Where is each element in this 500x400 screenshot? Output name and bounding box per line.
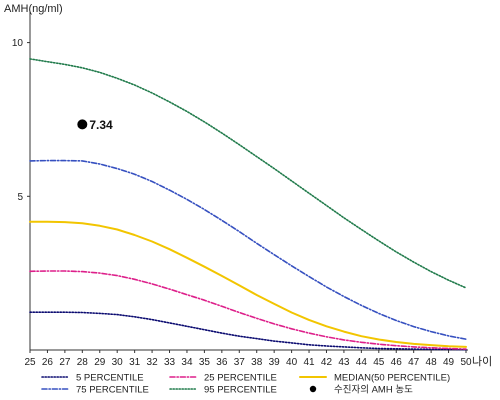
series-line-3 — [29, 159, 467, 341]
series-line-1 — [29, 270, 467, 350]
legend-label-0: 5 PERCENTILE — [76, 373, 144, 384]
series-layer — [29, 58, 467, 351]
x-tick-label: 48 — [426, 357, 438, 368]
series-line-2 — [29, 220, 467, 348]
x-tick-label: 30 — [112, 357, 124, 368]
x-tick-label: 41 — [303, 357, 315, 368]
x-tick-label: 26 — [42, 357, 54, 368]
x-tick-label: 38 — [251, 357, 263, 368]
legend: 5 PERCENTILE 25 PERCENTILE MEDIAN(50 PERCE… — [41, 373, 450, 396]
x-tick-label: 34 — [181, 357, 193, 368]
x-tick-label: 27 — [59, 357, 71, 368]
x-tick-label: 33 — [164, 357, 176, 368]
x-tick-label: 39 — [269, 357, 281, 368]
x-tick-label: 49 — [443, 357, 455, 368]
series-line-4 — [29, 58, 467, 289]
x-axis-title: 나이 — [472, 355, 492, 368]
y-tick-label: 10 — [12, 38, 24, 49]
legend-label-3: 75 PERCENTILE — [76, 385, 149, 396]
legend-point-swatch — [309, 385, 317, 393]
legend-label-1: 25 PERCENTILE — [204, 373, 277, 384]
x-tick-label: 29 — [94, 357, 106, 368]
x-tick-label: 36 — [216, 357, 228, 368]
axes: AMH(ng/ml) 5 10 25 26 27 28 29 30 31 32 33 34 35 36 37 3… — [4, 3, 492, 368]
x-tick-label: 42 — [321, 357, 333, 368]
points-layer: 7.34 — [77, 118, 113, 132]
legend-label-4: 95 PERCENTILE — [204, 385, 277, 396]
series-line-0 — [29, 311, 467, 351]
x-tick-label: 28 — [77, 357, 89, 368]
x-tick-label: 44 — [356, 357, 368, 368]
x-tick-label: 46 — [391, 357, 403, 368]
y-tick-label: 5 — [17, 192, 23, 203]
x-tick-label: 40 — [286, 357, 298, 368]
legend-label-2: MEDIAN(50 PERCENTILE) — [334, 373, 450, 384]
x-tick-label: 45 — [373, 357, 385, 368]
x-tick-label: 25 — [24, 357, 36, 368]
data-point-label-0: 7.34 — [89, 118, 113, 132]
legend-point-label: 수진자의 AMH 농도 — [334, 385, 413, 396]
data-point-0 — [77, 119, 88, 130]
x-tick-label: 50 — [460, 357, 472, 368]
x-tick-label: 35 — [199, 357, 211, 368]
x-tick-label: 31 — [129, 357, 141, 368]
x-tick-label: 37 — [234, 357, 246, 368]
y-axis-title: AMH(ng/ml) — [4, 3, 63, 15]
x-tick-label: 43 — [338, 357, 350, 368]
x-tick-label: 32 — [147, 357, 159, 368]
x-tick-label: 47 — [408, 357, 420, 368]
